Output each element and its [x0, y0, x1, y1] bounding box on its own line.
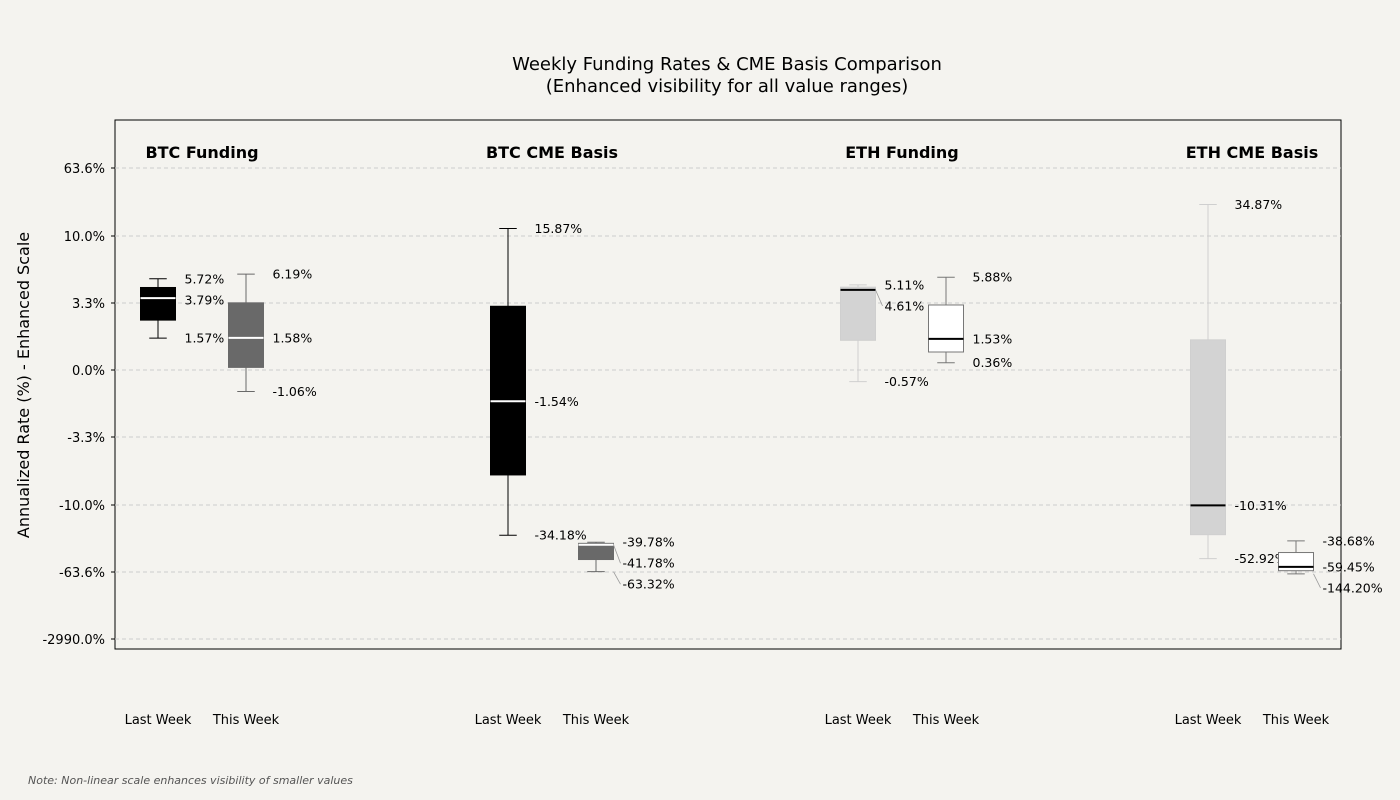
box-plot: 6.19% 1.58% -1.06% This Week	[212, 267, 317, 728]
label-leader	[613, 544, 621, 564]
label-median: -59.45%	[1323, 559, 1375, 574]
y-tick-label: -2990.0%	[42, 633, 105, 648]
box	[140, 286, 176, 321]
label-low: -63.32%	[623, 577, 675, 592]
label-high: -38.68%	[1323, 533, 1375, 548]
box-group: ETH Funding 5.11% 4.61% -0.57% Last Week 5.88…	[825, 143, 1013, 728]
label-median: 4.61%	[885, 298, 925, 313]
label-low: 0.36%	[973, 355, 1013, 370]
x-category-label: This Week	[562, 713, 630, 728]
label-low: -1.06%	[273, 384, 317, 399]
group-title: BTC Funding	[145, 143, 258, 162]
label-high: -39.78%	[623, 535, 675, 550]
label-high: 5.72%	[185, 271, 225, 286]
label-high: 15.87%	[535, 221, 583, 236]
box	[228, 302, 264, 368]
chart-title: Weekly Funding Rates & CME Basis Compari…	[512, 54, 942, 75]
x-category-label: This Week	[1262, 713, 1330, 728]
box-plot: 15.87% -1.54% -34.18% Last Week	[475, 221, 587, 728]
box-plot: -39.78% -41.78% -63.32% This Week	[562, 535, 675, 728]
label-median: 1.53%	[973, 331, 1013, 346]
group-title: BTC CME Basis	[486, 143, 618, 162]
box	[490, 305, 526, 476]
box-group: ETH CME Basis 34.87% -10.31% -52.92% Last We…	[1175, 143, 1383, 728]
label-low: -52.92%	[1235, 551, 1287, 566]
box-plot: 5.72% 3.79% 1.57% Last Week	[125, 271, 225, 728]
box	[1190, 339, 1226, 536]
label-median: -41.78%	[623, 556, 675, 571]
group-title: ETH Funding	[845, 143, 959, 162]
label-high: 34.87%	[1235, 197, 1283, 212]
box-plot: 34.87% -10.31% -52.92% Last Week	[1175, 197, 1287, 728]
box-groups: BTC Funding 5.72% 3.79% 1.57% Last Week 6.19%…	[125, 143, 1383, 728]
y-tick-label: -3.3%	[67, 431, 105, 446]
plot-area	[114, 119, 1342, 650]
x-category-label: Last Week	[1175, 713, 1242, 728]
y-tick-label: 10.0%	[64, 230, 105, 245]
footer-note: Note: Non-linear scale enhances visibili…	[28, 774, 353, 787]
label-high: 5.11%	[885, 277, 925, 292]
x-category-label: This Week	[912, 713, 980, 728]
y-tick-label: 63.6%	[64, 162, 105, 177]
y-tick-label: 3.3%	[72, 297, 105, 312]
label-median: 3.79%	[185, 292, 225, 307]
grid-lines	[115, 167, 1341, 640]
label-leader	[1313, 573, 1321, 588]
x-category-label: This Week	[212, 713, 280, 728]
box-group: BTC Funding 5.72% 3.79% 1.57% Last Week 6.19%…	[125, 143, 317, 728]
box-group: BTC CME Basis 15.87% -1.54% -34.18% Last Wee…	[475, 143, 675, 728]
y-tick-label: -63.6%	[59, 566, 105, 581]
label-high: 5.88%	[973, 270, 1013, 285]
y-tick-label: -10.0%	[59, 499, 105, 514]
box	[1278, 552, 1314, 572]
box	[840, 286, 876, 341]
box-plot: 5.11% 4.61% -0.57% Last Week	[825, 277, 929, 728]
label-low: -0.57%	[885, 374, 929, 389]
label-median: 1.58%	[273, 330, 313, 345]
label-leader	[613, 571, 621, 585]
box	[578, 542, 614, 561]
label-median: -10.31%	[1235, 498, 1287, 513]
y-axis-label: Annualized Rate (%) - Enhanced Scale	[14, 232, 33, 538]
box	[928, 304, 964, 353]
label-high: 6.19%	[273, 267, 313, 282]
label-median: -1.54%	[535, 394, 579, 409]
x-category-label: Last Week	[125, 713, 192, 728]
label-leader	[875, 289, 883, 307]
y-tick-label: 0.0%	[72, 364, 105, 379]
group-title: ETH CME Basis	[1186, 143, 1319, 162]
label-low: -144.20%	[1323, 580, 1383, 595]
x-category-label: Last Week	[825, 713, 892, 728]
box-plot: -38.68% -59.45% -144.20% This Week	[1262, 533, 1383, 728]
y-axis-ticks: 63.6% 10.0% 3.3% 0.0% -3.3% -10.0% -63.6% -2990…	[42, 162, 115, 648]
label-low: -34.18%	[535, 528, 587, 543]
box-plot: 5.88% 1.53% 0.36% This Week	[912, 270, 1012, 728]
label-low: 1.57%	[185, 331, 225, 346]
x-category-label: Last Week	[475, 713, 542, 728]
chart-subtitle: (Enhanced visibility for all value range…	[546, 76, 909, 97]
